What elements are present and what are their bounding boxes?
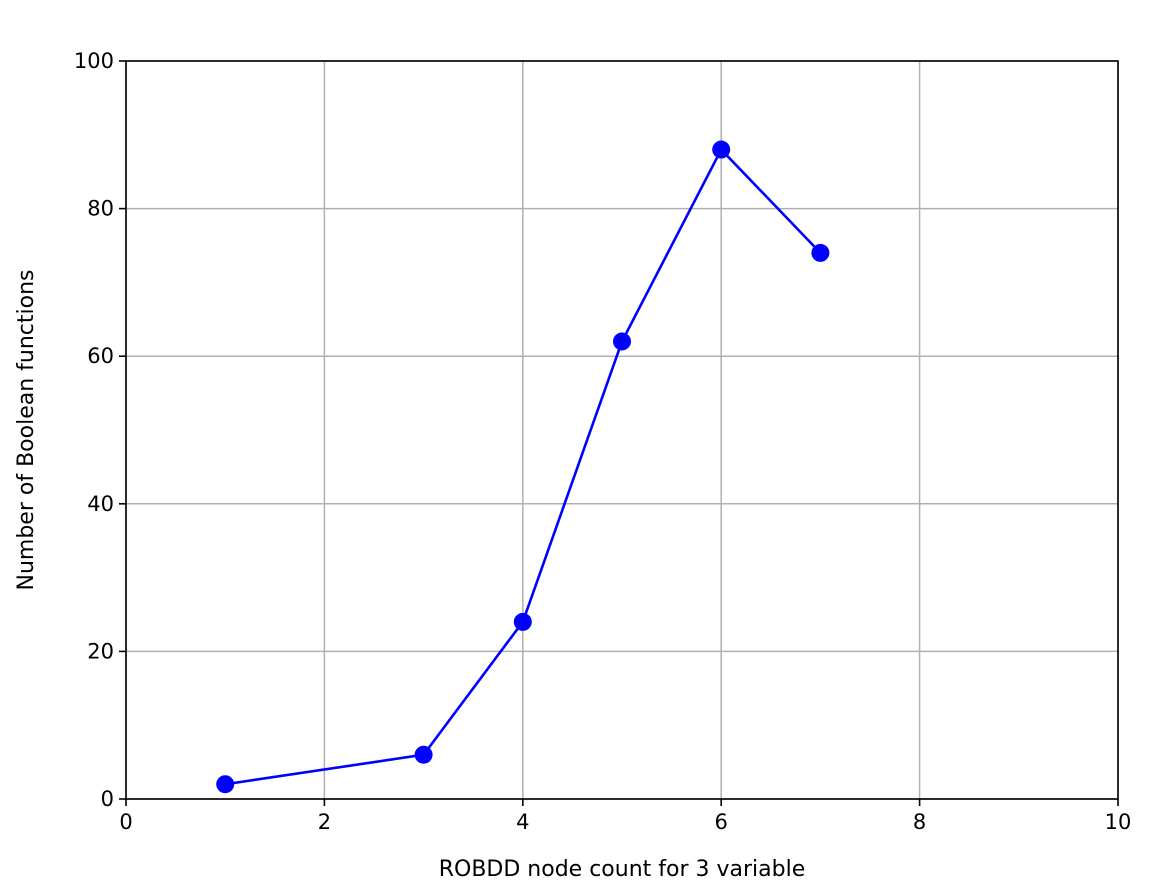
series-line [225,148,822,786]
data-point-marker [811,243,830,262]
y-tick-label: 80 [87,197,114,221]
y-axis-ticks: 0 20 40 60 80 100 [74,49,126,811]
x-tick-label: 10 [1105,810,1132,834]
data-point-marker [613,332,631,351]
x-axis-ticks: 0 2 4 6 8 10 [119,799,1131,834]
y-tick-label: 60 [87,344,114,368]
y-axis-label: Number of Boolean functions [14,270,39,591]
y-tick-label: 20 [87,639,114,663]
data-point-marker [216,775,235,794]
x-tick-label: 2 [318,810,331,834]
x-tick-label: 8 [913,810,926,834]
y-tick-label: 40 [87,492,114,516]
y-tick-label: 0 [101,787,114,811]
x-tick-label: 0 [119,810,132,834]
x-tick-label: 6 [715,810,728,834]
plot-frame [125,60,1119,800]
data-point-marker [712,140,731,159]
y-tick-label: 100 [74,49,114,73]
data-point-marker [513,612,532,631]
data-point-marker [414,745,433,764]
grid [125,60,1119,800]
series-group [216,140,830,794]
x-axis-label: ROBDD node count for 3 variable [439,857,806,882]
x-tick-label: 4 [516,810,529,834]
